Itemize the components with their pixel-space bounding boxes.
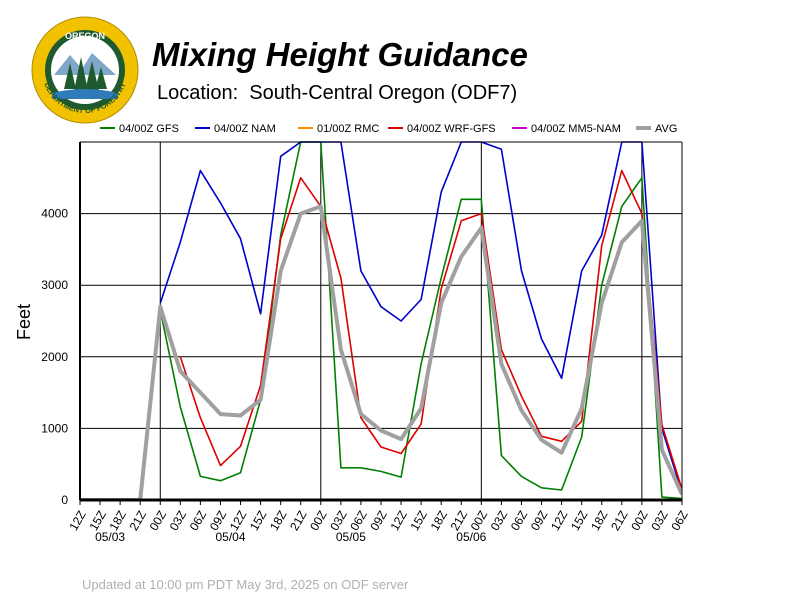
- x-tick-label: 21Z: [608, 508, 630, 533]
- x-tick-label: 03Z: [167, 508, 189, 533]
- legend-label-mm5-nam: 04/00Z MM5-NAM: [531, 123, 621, 135]
- series-line-nam: [159, 141, 682, 494]
- y-axis-title: Feet: [14, 304, 34, 340]
- legend-label-nam: 04/00Z NAM: [214, 123, 276, 135]
- date-label: 05/04: [215, 530, 245, 544]
- x-tick-label: 15Z: [407, 508, 429, 533]
- x-tick-label: 12Z: [66, 508, 88, 533]
- legend-label-rmc: 01/00Z RMC: [317, 123, 379, 135]
- y-tick-label: 2000: [41, 350, 68, 364]
- x-tick-label: 09Z: [528, 508, 550, 533]
- y-tick-label: 3000: [41, 278, 68, 292]
- y-tick-label: 4000: [41, 207, 68, 221]
- x-tick-label: 00Z: [628, 508, 650, 533]
- x-tick-label: 18Z: [267, 508, 289, 533]
- legend-label-avg: AVG: [655, 123, 677, 135]
- update-footer: Updated at 10:00 pm PDT May 3rd, 2025 on…: [82, 577, 409, 592]
- x-tick-label: 18Z: [428, 508, 450, 533]
- x-tick-label: 06Z: [508, 508, 530, 533]
- y-tick-label: 1000: [41, 421, 68, 435]
- x-tick-label: 09Z: [367, 508, 389, 533]
- oregon-department-of-forestry-logo: OREGON DEPARTMENT OF FORESTRY: [31, 16, 139, 124]
- legend: 04/00Z GFS 04/00Z NAM 01/00Z RMC 04/00Z WRF…: [100, 123, 677, 135]
- x-tick-label: 00Z: [307, 508, 329, 533]
- x-tick-label: 06Z: [187, 508, 209, 533]
- x-tick-label: 21Z: [287, 508, 309, 533]
- legend-label-wrf-gfs: 04/00Z WRF-GFS: [407, 123, 496, 135]
- y-tick-label: 0: [61, 493, 68, 507]
- date-label: 05/03: [95, 530, 125, 544]
- date-label: 05/06: [456, 530, 486, 544]
- series-lines: [80, 141, 682, 501]
- series-line-avg: [80, 204, 682, 501]
- x-tick-label: 12Z: [387, 508, 409, 533]
- x-tick-label: 18Z: [588, 508, 610, 533]
- x-tick-label: 06Z: [668, 508, 690, 533]
- series-line-gfs: [80, 141, 682, 501]
- x-tick-label: 03Z: [648, 508, 670, 533]
- x-tick-label: 12Z: [548, 508, 570, 533]
- x-tick-label: 03Z: [488, 508, 510, 533]
- chart-subtitle: Location: South-Central Oregon (ODF7): [157, 82, 518, 104]
- x-tick-label: 15Z: [247, 508, 269, 533]
- x-tick-label: 00Z: [147, 508, 169, 533]
- x-tick-label: 15Z: [568, 508, 590, 533]
- legend-label-gfs: 04/00Z GFS: [119, 123, 179, 135]
- x-tick-label: 21Z: [127, 508, 149, 533]
- logo-top-text: OREGON: [65, 31, 105, 41]
- series-line-wrf-gfs: [179, 169, 682, 490]
- chart-title: Mixing Height Guidance: [152, 36, 528, 73]
- date-label: 05/05: [336, 530, 366, 544]
